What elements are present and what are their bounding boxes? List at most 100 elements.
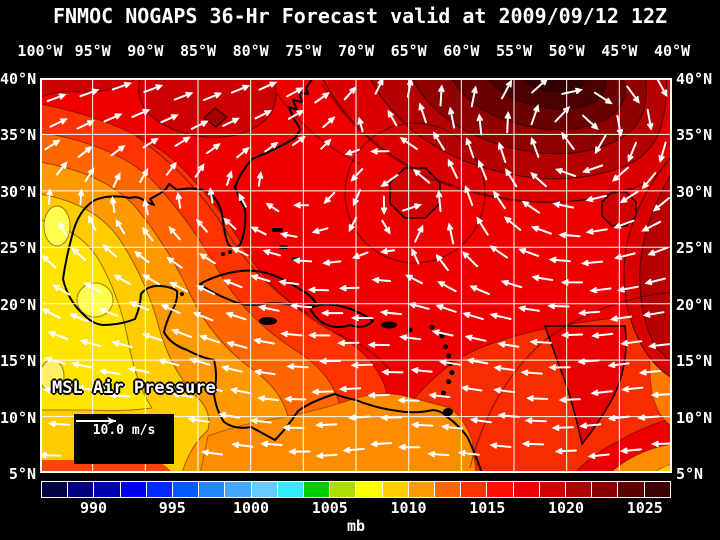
wind-arrow-icon <box>438 359 461 366</box>
wind-arrow-icon <box>620 340 643 347</box>
wind-arrow-icon <box>493 387 516 394</box>
lat-tick-label-right: 35°N <box>676 126 713 145</box>
wind-arrow-icon <box>621 386 644 393</box>
wind-arrow-icon <box>260 440 283 448</box>
wind-arrow-icon <box>613 219 635 229</box>
wind-arrow-icon <box>229 387 252 395</box>
colorbar-tick-value: 1020 <box>547 499 585 517</box>
wind-arrow-icon <box>320 138 332 150</box>
lon-tick-label: 80°W <box>232 42 269 60</box>
wind-arrow-icon <box>580 259 604 267</box>
lon-tick-label: 85°W <box>179 42 217 60</box>
wind-arrow-icon <box>338 285 360 292</box>
wind-arrow-icon <box>254 110 273 120</box>
wind-arrow-icon <box>619 190 639 204</box>
wind-arrow-icon <box>505 168 518 188</box>
wind-arrow-icon <box>315 421 338 429</box>
wind-arrow-icon <box>202 92 223 101</box>
wind-arrow-icon <box>470 85 478 108</box>
wind-arrow-icon <box>338 385 362 393</box>
wind-arrow-icon <box>160 114 179 124</box>
wind-arrow-icon <box>577 358 600 365</box>
wind-arrow-icon <box>201 384 223 392</box>
wind-arrow-icon <box>558 396 581 403</box>
wind-arrow-icon <box>529 338 552 346</box>
wind-arrow-icon <box>352 189 361 207</box>
wind-arrow-icon <box>236 146 250 159</box>
wind-arrow-icon <box>111 81 132 91</box>
wind-arrow-icon <box>323 191 336 205</box>
wind-arrow-icon <box>551 424 574 431</box>
colorbar-cell <box>644 482 670 497</box>
wind-arrow-icon <box>58 221 68 238</box>
wind-arrow-icon <box>521 440 545 447</box>
wind-arrow-icon <box>380 174 399 188</box>
wind-arrow-icon <box>431 329 454 337</box>
colorbar-cell <box>42 482 69 497</box>
wind-arrow-icon <box>250 274 271 282</box>
wind-arrow-icon <box>619 447 642 454</box>
wind-arrow-icon <box>531 274 554 281</box>
lat-tick-label-right: 10°N <box>676 408 713 427</box>
wind-arrow-icon <box>370 148 390 155</box>
wind-arrow-icon <box>561 131 575 150</box>
wind-arrow-icon <box>646 108 654 131</box>
wind-arrow-icon <box>157 358 180 367</box>
wind-arrow-icon <box>460 385 483 392</box>
wind-arrow-icon <box>350 168 364 182</box>
wind-arrow-icon <box>49 118 68 128</box>
wind-arrow-icon <box>406 78 414 98</box>
wind-arrow-icon <box>351 251 369 260</box>
wind-arrow-icon <box>315 452 338 459</box>
wind-arrow-icon <box>582 114 599 130</box>
wind-arrow-icon <box>627 141 637 163</box>
wind-arrow-icon <box>380 195 388 216</box>
wind-arrow-icon <box>493 190 506 210</box>
wind-arrow-icon <box>225 311 247 321</box>
wind-arrow-icon <box>231 441 254 449</box>
colorbar-cell <box>618 482 645 497</box>
lat-tick-label-right: 20°N <box>676 295 713 314</box>
wind-arrow-icon <box>526 395 549 402</box>
wind-scale-arrow-icon <box>76 417 116 425</box>
wind-arrow-icon <box>524 417 547 424</box>
wind-arrow-icon <box>113 274 132 286</box>
wind-arrow-icon <box>206 143 221 155</box>
wind-arrow-icon <box>288 448 311 455</box>
wind-arrow-icon <box>257 304 280 312</box>
wind-arrow-icon <box>84 167 95 183</box>
wind-arrow-icon <box>265 202 280 213</box>
lon-tick-label: 55°W <box>495 42 533 60</box>
wind-arrow-icon <box>262 249 282 257</box>
wind-arrow-icon <box>617 285 639 293</box>
wind-arrow-icon <box>558 232 581 239</box>
wind-arrow-icon <box>52 284 71 296</box>
lat-tick-label-left: 35°N <box>0 126 37 145</box>
wind-arrow-icon <box>42 387 65 394</box>
wind-arrow-icon <box>258 81 278 91</box>
wind-arrow-icon <box>367 341 390 348</box>
wind-arrow-icon <box>560 279 584 286</box>
wind-arrow-icon <box>311 388 334 395</box>
wind-arrow-icon <box>344 148 360 156</box>
wind-arrow-icon <box>397 444 421 451</box>
colorbar-tick-labels: 990 995 1000 1005 1010 1015 1020 1025 <box>41 499 671 517</box>
wind-arrow-icon <box>103 113 123 123</box>
wind-arrow-icon <box>199 334 221 344</box>
lon-tick-label: 65°W <box>390 42 427 60</box>
wind-arrow-icon <box>560 331 584 339</box>
lat-tick-label-left: 25°N <box>0 239 37 258</box>
wind-arrow-icon <box>226 170 233 186</box>
wind-arrow-icon <box>253 369 276 376</box>
wind-arrow-icon <box>428 392 451 399</box>
wind-arrow-icon <box>292 257 313 264</box>
map-plot-area: MSL Air Pressure 10.0 m/s <box>40 78 672 473</box>
wind-arrow-icon <box>175 191 182 209</box>
wind-arrow-icon <box>108 392 131 399</box>
wind-arrow-icon <box>504 111 512 134</box>
wind-arrow-icon <box>469 417 492 424</box>
wind-arrow-icon <box>44 356 66 365</box>
wind-arrow-icon <box>238 193 247 208</box>
wind-arrow-icon <box>497 412 520 419</box>
wind-arrow-icon <box>466 357 489 365</box>
